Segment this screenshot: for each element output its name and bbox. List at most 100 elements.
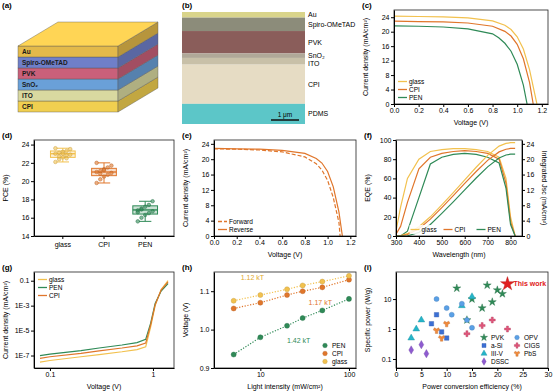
point xyxy=(429,322,433,326)
x-axis-title: Voltage (V) xyxy=(268,251,303,259)
series-line xyxy=(40,281,168,362)
annotation-marker xyxy=(501,277,515,290)
tick-mark xyxy=(211,205,214,206)
image-layer xyxy=(182,12,305,18)
tick: 100 xyxy=(380,137,396,144)
axis-line xyxy=(397,236,523,237)
point xyxy=(98,172,102,176)
tick: 700 xyxy=(482,236,494,246)
tick: 1.0 xyxy=(323,236,333,246)
tick-label: 4 xyxy=(527,217,531,224)
y-axis-title: Voltage (V) xyxy=(182,303,190,338)
tick-mark xyxy=(393,299,396,300)
point xyxy=(504,326,510,332)
tick-label: 0 xyxy=(386,101,390,108)
tick-mark xyxy=(31,145,34,146)
x-axis: glassCPIPEN xyxy=(35,236,175,249)
legend-label: Forward xyxy=(229,218,253,225)
tick-mark xyxy=(522,221,525,222)
tick: 1E-7 xyxy=(15,352,34,359)
panel-label: (a) xyxy=(2,1,12,10)
tick-label: 4 xyxy=(206,217,210,224)
point xyxy=(151,199,155,203)
tick: 18 xyxy=(22,196,34,203)
tick-mark xyxy=(391,104,394,105)
legend-background xyxy=(37,275,70,300)
tick-mark xyxy=(522,144,525,145)
tick-mark xyxy=(145,236,146,239)
layer-label: Spiro-OMeTAD xyxy=(22,59,68,67)
tick-label: 1.0 xyxy=(323,239,333,246)
legend-entry: glass xyxy=(38,276,65,284)
legend-label: glass xyxy=(409,78,425,86)
panel-label: (i) xyxy=(364,263,372,272)
tick: 0.2 xyxy=(414,104,424,114)
tick-label: 0.6 xyxy=(464,107,474,114)
plot-frame xyxy=(214,272,356,368)
legend-swatch xyxy=(323,343,328,348)
tick-label: 20 xyxy=(494,371,502,378)
axis-line xyxy=(522,141,523,237)
tick-mark xyxy=(31,199,34,200)
x-axis: 10100 xyxy=(215,368,357,378)
point xyxy=(95,170,99,174)
whisker-cap xyxy=(139,201,151,202)
plot-area xyxy=(40,281,168,362)
legend-label: CPI xyxy=(332,350,343,357)
tick: 0.4 xyxy=(255,236,265,246)
point xyxy=(102,168,106,172)
series-line xyxy=(394,16,537,104)
point xyxy=(434,312,438,316)
legend-label: glass xyxy=(332,358,348,366)
y-axis: 0.91.01.1 xyxy=(200,273,215,372)
legend-swatch xyxy=(323,359,328,364)
tick-label: 24 xyxy=(22,141,30,148)
tick-label: 1.0 xyxy=(200,326,210,333)
legend-label: CIGS xyxy=(524,342,541,349)
plot-frame xyxy=(394,10,548,104)
tick: 0.1 xyxy=(46,368,56,378)
layer-label: Au xyxy=(22,48,31,55)
axis-line xyxy=(34,273,35,369)
tick: 0.6 xyxy=(464,104,474,114)
panel-label: (h) xyxy=(182,263,193,272)
scale-bar xyxy=(271,119,299,121)
axis-line xyxy=(215,236,357,237)
y-axis: 04812162024 xyxy=(382,11,395,108)
axis-line xyxy=(215,368,357,369)
legend-label: PEN xyxy=(49,284,63,291)
tick-label: glass xyxy=(55,241,72,249)
tick-mark xyxy=(393,329,396,330)
point xyxy=(424,350,429,358)
series-line xyxy=(396,149,515,236)
tick: 0.8 xyxy=(488,104,498,114)
legend-entry: PEN xyxy=(323,342,346,349)
point xyxy=(300,289,305,294)
tick-label: 5 xyxy=(420,371,424,378)
point xyxy=(106,173,110,177)
legend: ForwardReverse xyxy=(217,217,258,234)
point xyxy=(136,220,140,224)
tick: 600 xyxy=(459,236,471,246)
tick-mark xyxy=(211,368,214,369)
tick-label: 20 xyxy=(202,156,210,163)
legend-swatch xyxy=(514,351,520,356)
point xyxy=(413,325,420,331)
point xyxy=(469,325,474,330)
point xyxy=(65,149,69,153)
plot-area xyxy=(396,143,515,236)
point xyxy=(151,210,155,214)
tick: 5 xyxy=(420,368,424,378)
tick: 20 xyxy=(382,28,394,35)
tick: 500 xyxy=(436,236,448,246)
tick-label: 1E-3 xyxy=(15,302,30,309)
legend-background xyxy=(479,333,545,366)
series-line xyxy=(396,148,515,236)
legend-swatch xyxy=(411,229,420,230)
point xyxy=(147,203,151,207)
legend-label: DSSC xyxy=(491,358,509,365)
series-line xyxy=(396,143,515,236)
y-axis: 020406080100 xyxy=(380,137,397,240)
legend-label: CPI xyxy=(409,86,420,93)
point xyxy=(449,312,454,317)
